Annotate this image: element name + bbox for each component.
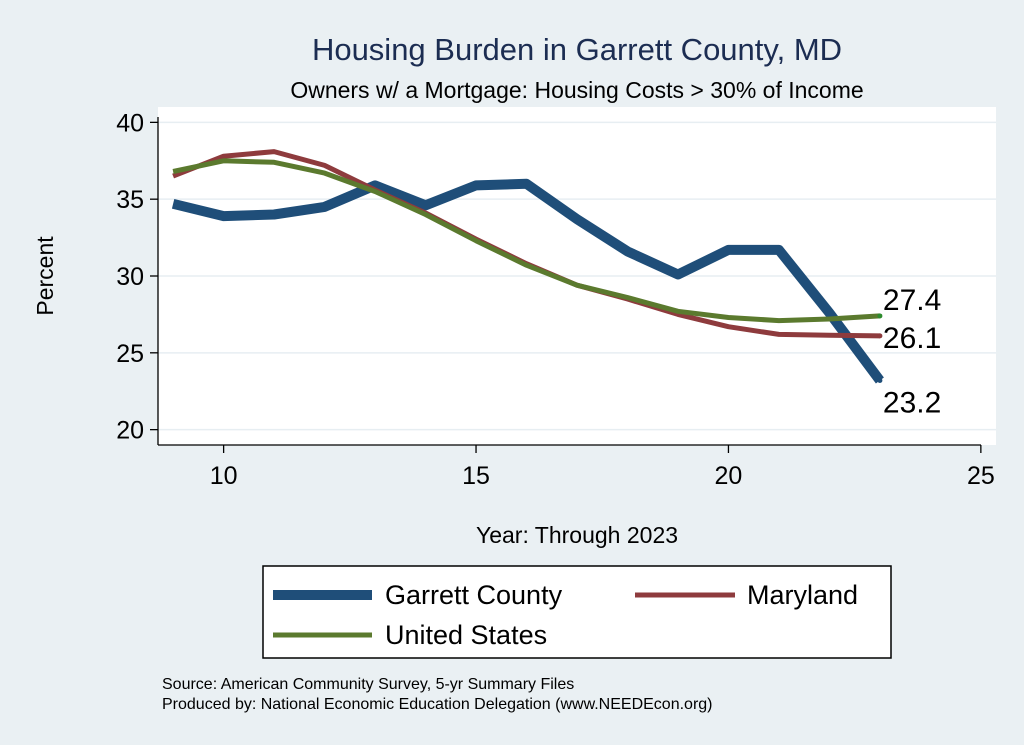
x-tick-label: 25 (967, 462, 995, 490)
x-tick-label: 20 (715, 462, 743, 490)
chart-subtitle: Owners w/ a Mortgage: Housing Costs > 30… (290, 77, 863, 103)
series-line-garrett-county (171, 178, 884, 384)
end-label-united-states: 27.4 (883, 284, 941, 317)
end-point-garrett-county (877, 377, 883, 383)
end-point-maryland (877, 333, 883, 339)
gridlines (158, 121, 996, 431)
series-lines (171, 149, 884, 384)
legend: Garrett County Maryland United States (262, 565, 892, 659)
y-tick-label: 25 (116, 340, 144, 368)
producer-note: Produced by: National Economic Education… (162, 696, 713, 713)
y-tick-label: 20 (116, 417, 144, 445)
end-point-united-states (877, 313, 883, 319)
x-axis: 10 15 20 25 (158, 444, 995, 490)
series-line-united-states (172, 158, 881, 324)
legend-label-united-states: United States (385, 620, 547, 650)
legend-label-maryland: Maryland (747, 580, 858, 610)
legend-box (262, 565, 892, 659)
chart-title: Housing Burden in Garrett County, MD (312, 32, 842, 67)
y-axis-title: Percent (32, 236, 58, 316)
y-tick-label: 40 (116, 109, 144, 137)
end-labels: 23.2 26.1 27.4 (883, 284, 941, 420)
y-tick-label: 30 (116, 263, 144, 291)
source-note: Source: American Community Survey, 5-yr … (162, 676, 574, 693)
end-label-maryland: 26.1 (883, 322, 941, 355)
legend-label-garrett-county: Garrett County (385, 580, 563, 610)
x-tick-label: 10 (210, 462, 238, 490)
x-tick-label: 15 (462, 462, 490, 490)
y-tick-label: 35 (116, 186, 144, 214)
end-label-garrett-county: 23.2 (883, 386, 941, 419)
x-axis-title: Year: Through 2023 (476, 522, 678, 548)
y-axis: 20 25 30 35 40 (116, 109, 159, 445)
